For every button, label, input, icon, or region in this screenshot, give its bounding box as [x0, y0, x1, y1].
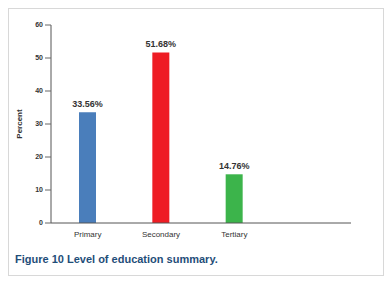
svg-text:51.68%: 51.68% — [146, 39, 177, 49]
svg-text:50: 50 — [35, 54, 43, 61]
svg-text:Primary: Primary — [74, 230, 102, 239]
svg-text:33.56%: 33.56% — [72, 99, 103, 109]
svg-text:60: 60 — [35, 21, 43, 28]
svg-text:Tertiary: Tertiary — [221, 230, 247, 239]
svg-text:Percent: Percent — [15, 109, 24, 139]
svg-text:20: 20 — [35, 153, 43, 160]
svg-text:40: 40 — [35, 87, 43, 94]
svg-text:0: 0 — [39, 219, 43, 226]
svg-text:Secondary: Secondary — [142, 230, 180, 239]
svg-text:30: 30 — [35, 120, 43, 127]
svg-text:14.76%: 14.76% — [219, 161, 250, 171]
html-text:Figure 10 Level of education s: Figure 10 Level of education summary. — [15, 253, 218, 265]
svg-text:10: 10 — [35, 186, 43, 193]
